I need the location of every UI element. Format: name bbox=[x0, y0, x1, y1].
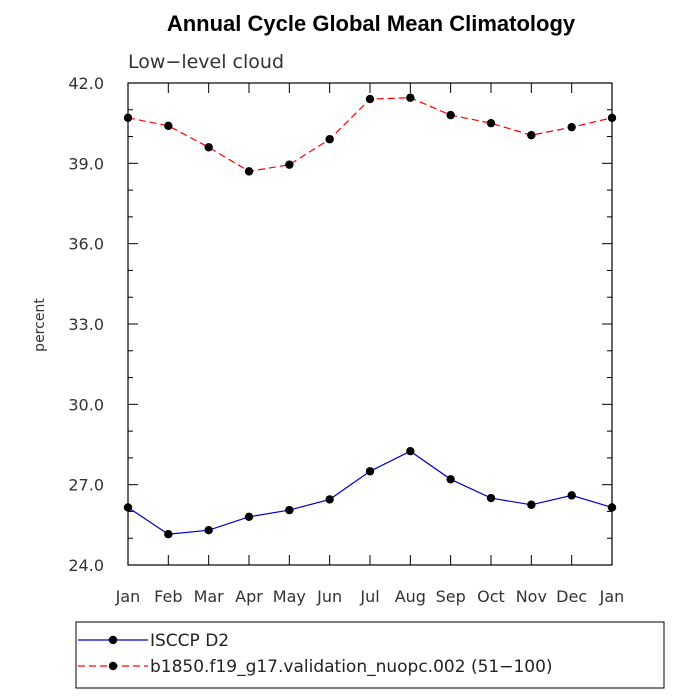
series-line-1 bbox=[127, 97, 613, 173]
y-tick-label: 33.0 bbox=[68, 315, 104, 334]
series-0-point bbox=[567, 491, 576, 500]
series-0-point bbox=[486, 493, 496, 503]
x-tick-label: Jan bbox=[599, 587, 625, 606]
legend: ISCCP D2 b1850.f19_g17.validation_nuopc.0… bbox=[78, 631, 553, 677]
y-tick-label: 36.0 bbox=[68, 235, 104, 254]
y-tick-label: 30.0 bbox=[68, 395, 104, 414]
legend-marker-0 bbox=[108, 635, 118, 645]
y-tick-label: 27.0 bbox=[68, 476, 104, 495]
chart-title: Annual Cycle Global Mean Climatology bbox=[167, 11, 576, 36]
series-1-point bbox=[406, 93, 415, 102]
x-tick-label: Dec bbox=[556, 587, 587, 606]
series-0-point bbox=[325, 495, 334, 504]
chart-subtitle: Low−level cloud bbox=[128, 51, 284, 73]
series-0-point bbox=[607, 503, 617, 512]
x-tick-label: May bbox=[273, 587, 306, 606]
series-1-point bbox=[607, 113, 617, 123]
series-1-point bbox=[527, 131, 536, 140]
y-tick-label: 39.0 bbox=[68, 154, 104, 173]
series-1-point bbox=[446, 110, 455, 120]
x-tick-label: Jul bbox=[359, 587, 379, 606]
x-tick-label: Jan bbox=[115, 587, 141, 606]
x-tick-label: Nov bbox=[516, 587, 547, 606]
series-0-point bbox=[164, 530, 173, 539]
x-tick-label: Oct bbox=[477, 587, 505, 606]
series-0-point bbox=[204, 525, 213, 535]
series-1-point bbox=[567, 122, 576, 132]
series-1-point bbox=[244, 167, 254, 176]
y-axis-label: percent bbox=[32, 298, 48, 352]
x-tick-label: Sep bbox=[436, 587, 466, 606]
plot-frame bbox=[127, 82, 613, 566]
series-0-point bbox=[285, 505, 294, 515]
series-0-point bbox=[446, 475, 455, 484]
series-0-point bbox=[123, 503, 133, 512]
series-1-point bbox=[204, 143, 213, 152]
series-1-point bbox=[325, 135, 334, 144]
series-layer bbox=[123, 93, 617, 539]
legend-box bbox=[75, 621, 665, 689]
series-line-0 bbox=[127, 450, 613, 535]
series-1-point bbox=[365, 94, 375, 104]
x-tick-label: Jun bbox=[316, 587, 342, 606]
x-tick-label: Aug bbox=[395, 587, 426, 606]
series-0-point bbox=[406, 446, 415, 456]
series-1-point bbox=[285, 160, 294, 169]
x-tick-label: Feb bbox=[154, 587, 182, 606]
ticks-layer: 24.0 27.0 30.0 33.0 36.0 39.0 42.0 Jan Feb Mar Apr… bbox=[68, 74, 624, 606]
series-0-point bbox=[365, 467, 375, 476]
series-0-point bbox=[244, 512, 254, 521]
x-tick-label: Apr bbox=[235, 587, 263, 606]
series-1-point bbox=[486, 118, 496, 128]
legend-label-1: b1850.f19_g17.validation_nuopc.002 (51−1… bbox=[150, 657, 553, 677]
series-1-point bbox=[164, 121, 173, 131]
series-0-point bbox=[527, 500, 536, 509]
legend-label-0: ISCCP D2 bbox=[150, 631, 229, 651]
y-tick-label: 24.0 bbox=[68, 556, 104, 575]
y-tick-label: 42.0 bbox=[68, 74, 104, 93]
series-1-point bbox=[123, 113, 133, 123]
x-tick-label: Mar bbox=[194, 587, 225, 606]
legend-marker-1 bbox=[108, 661, 118, 671]
